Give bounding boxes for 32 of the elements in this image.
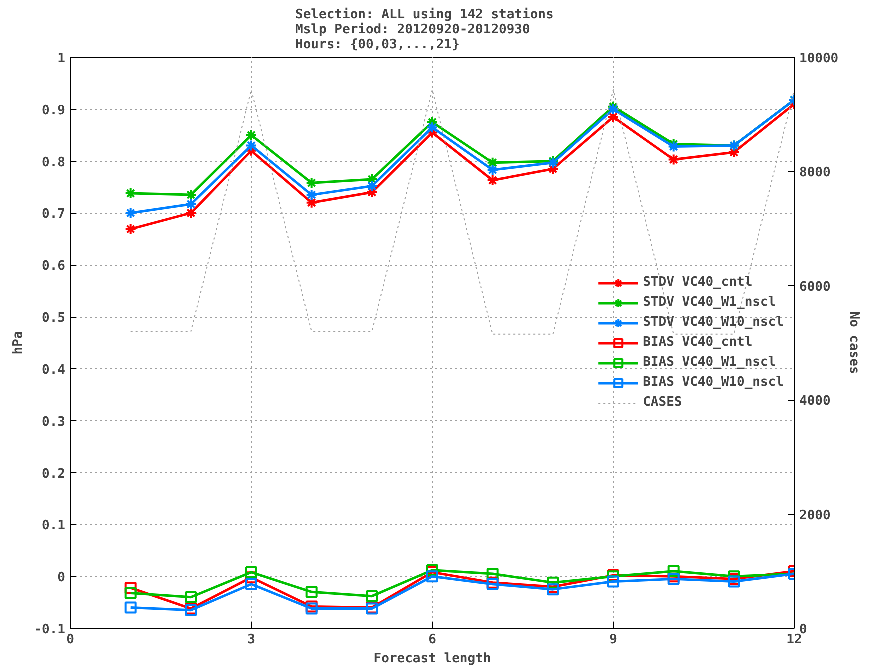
chart-title: Selection: ALL using 142 stations Mslp Period: 20120920-20120930 Hours: {00,03,...,21}: [296, 8, 554, 52]
y-tick-label: 0.5: [42, 311, 66, 326]
y2-tick-label: 6000: [800, 280, 831, 295]
legend-label: STDV VC40_cntl: [643, 275, 753, 290]
legend-label: CASES: [643, 395, 682, 410]
y-tick-label: 0: [58, 570, 66, 586]
y-axis-title: hPa: [11, 331, 26, 355]
y-tick-label: 0.6: [42, 259, 66, 274]
x-axis-title: Forecast length: [374, 652, 492, 666]
y2-tick-label: 2000: [800, 508, 831, 524]
y-tick-label: -0.1: [34, 622, 66, 638]
y2-axis-title: No cases: [846, 312, 862, 374]
legend-label: STDV VC40_W1_nscl: [643, 295, 776, 310]
y2-tick-label: 10000: [800, 52, 839, 66]
y-tick-label: 0.3: [42, 414, 66, 430]
y-tick-label: 0.9: [42, 103, 66, 118]
y-tick-label: 0.4: [42, 362, 66, 378]
y2-tick-label: 8000: [800, 166, 831, 181]
legend-label: BIAS VC40_W1_nscl: [643, 355, 776, 370]
x-tick-label: 6: [428, 632, 437, 648]
y2-tick-label: 4000: [800, 394, 831, 410]
legend-label: BIAS VC40_W10_nscl: [643, 375, 784, 390]
x-tick-label: 9: [610, 632, 618, 648]
y-tick-label: 0.7: [42, 207, 66, 222]
y-tick-label: 0.2: [42, 466, 66, 482]
y-tick-label: 1: [58, 52, 66, 66]
y-tick-label: 0.1: [42, 518, 66, 534]
x-tick-label: 3: [248, 632, 256, 648]
legend-label: STDV VC40_W10_nscl: [643, 315, 784, 330]
legend-label: BIAS VC40_cntl: [643, 335, 753, 350]
x-tick-label: 12: [786, 632, 802, 648]
y-tick-label: 0.8: [42, 155, 66, 170]
